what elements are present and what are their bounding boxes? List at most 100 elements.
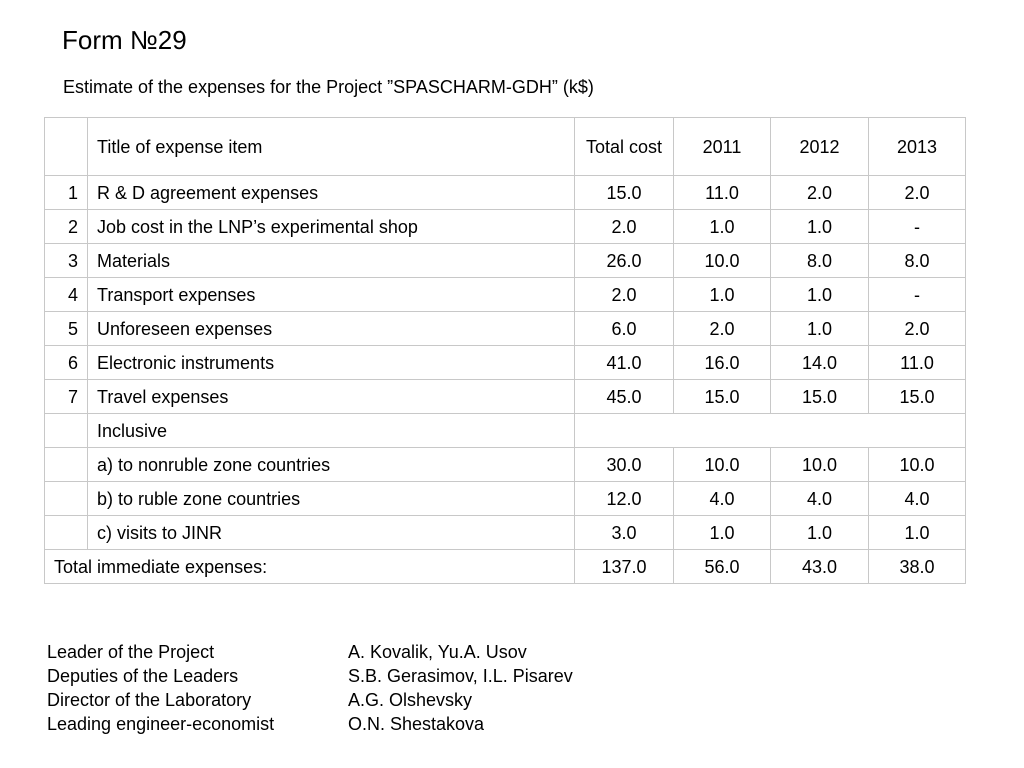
total-2012: 43.0 (770, 549, 869, 584)
row-num: 2 (44, 209, 88, 244)
row-total: 12.0 (574, 481, 674, 516)
row-2012: 15.0 (770, 379, 869, 414)
header-title: Title of expense item (87, 117, 575, 176)
table-header-row: Title of expense item Total cost 2011 20… (44, 117, 966, 176)
signature-row: Deputies of the Leaders S.B. Gerasimov, … (47, 664, 573, 688)
row-2011: 10.0 (673, 243, 771, 278)
row-2011: 16.0 (673, 345, 771, 380)
row-2013: - (868, 277, 966, 312)
header-2013: 2013 (868, 117, 966, 176)
total-2011: 56.0 (673, 549, 771, 584)
row-2011: 1.0 (673, 277, 771, 312)
total-label: Total immediate expenses: (44, 549, 575, 584)
total-value: 137.0 (574, 549, 674, 584)
row-total: 26.0 (574, 243, 674, 278)
row-2011: 4.0 (673, 481, 771, 516)
row-title: Job cost in the LNP’s experimental shop (87, 209, 575, 244)
table-row: 1 R & D agreement expenses 15.0 11.0 2.0… (44, 175, 966, 210)
row-2013: 10.0 (868, 447, 966, 482)
row-title: Travel expenses (87, 379, 575, 414)
sub-row: c) visits to JINR 3.0 1.0 1.0 1.0 (44, 515, 966, 550)
signature-role: Leading engineer-economist (47, 714, 275, 734)
signature-row: Director of the Laboratory A.G. Olshevsk… (47, 688, 573, 712)
row-2013: 1.0 (868, 515, 966, 550)
row-2011: 1.0 (673, 515, 771, 550)
table-row: 5 Unforeseen expenses 6.0 2.0 1.0 2.0 (44, 311, 966, 346)
signature-row: Leader of the Project A. Kovalik, Yu.A. … (47, 640, 573, 664)
row-num: 5 (44, 311, 88, 346)
sub-row: a) to nonruble zone countries 30.0 10.0 … (44, 447, 966, 482)
row-2012: 8.0 (770, 243, 869, 278)
row-total: 41.0 (574, 345, 674, 380)
row-title: c) visits to JINR (87, 515, 575, 550)
row-num: 7 (44, 379, 88, 414)
row-num: 4 (44, 277, 88, 312)
row-2013: 2.0 (868, 311, 966, 346)
signature-role: Deputies of the Leaders (47, 666, 239, 686)
row-title: a) to nonruble zone countries (87, 447, 575, 482)
row-2012: 2.0 (770, 175, 869, 210)
table-row: 7 Travel expenses 45.0 15.0 15.0 15.0 (44, 379, 966, 414)
header-total: Total cost (574, 117, 674, 176)
row-num (44, 447, 88, 482)
row-2011: 11.0 (673, 175, 771, 210)
row-title: Transport expenses (87, 277, 575, 312)
row-2013: 2.0 (868, 175, 966, 210)
row-2012: 1.0 (770, 277, 869, 312)
row-total: 30.0 (574, 447, 674, 482)
table-row: 2 Job cost in the LNP’s experimental sho… (44, 209, 966, 244)
row-num: 3 (44, 243, 88, 278)
total-2013: 38.0 (868, 549, 966, 584)
row-num (44, 413, 88, 448)
row-total: 15.0 (574, 175, 674, 210)
signature-names: O.N. Shestakova (348, 714, 485, 734)
signature-role: Director of the Laboratory (47, 690, 252, 710)
row-total: 2.0 (574, 277, 674, 312)
inclusive-empty-cell (574, 413, 966, 448)
table-row: 3 Materials 26.0 10.0 8.0 8.0 (44, 243, 966, 278)
row-title: Electronic instruments (87, 345, 575, 380)
form-title: Form №29 (62, 25, 187, 55)
row-2011: 10.0 (673, 447, 771, 482)
row-2013: 11.0 (868, 345, 966, 380)
row-2011: 15.0 (673, 379, 771, 414)
row-2011: 1.0 (673, 209, 771, 244)
row-total: 6.0 (574, 311, 674, 346)
row-2012: 1.0 (770, 515, 869, 550)
row-2013: 8.0 (868, 243, 966, 278)
row-2012: 1.0 (770, 311, 869, 346)
header-num (44, 117, 88, 176)
row-total: 45.0 (574, 379, 674, 414)
row-total: 3.0 (574, 515, 674, 550)
row-title: Materials (87, 243, 575, 278)
row-num (44, 515, 88, 550)
row-title: b) to ruble zone countries (87, 481, 575, 516)
signatures-block: Leader of the Project A. Kovalik, Yu.A. … (47, 640, 573, 736)
table-row: 4 Transport expenses 2.0 1.0 1.0 - (44, 277, 966, 312)
row-2012: 14.0 (770, 345, 869, 380)
signature-row: Leading engineer-economist O.N. Shestako… (47, 712, 573, 736)
inclusive-row: Inclusive (44, 413, 966, 448)
row-2012: 10.0 (770, 447, 869, 482)
row-total: 2.0 (574, 209, 674, 244)
total-row: Total immediate expenses: 137.0 56.0 43.… (44, 549, 966, 584)
signature-names: A.G. Olshevsky (348, 690, 473, 710)
row-2013: 4.0 (868, 481, 966, 516)
signature-names: A. Kovalik, Yu.A. Usov (348, 642, 527, 662)
row-num: 1 (44, 175, 88, 210)
row-title: Unforeseen expenses (87, 311, 575, 346)
row-num: 6 (44, 345, 88, 380)
row-2012: 1.0 (770, 209, 869, 244)
table-row: 6 Electronic instruments 41.0 16.0 14.0 … (44, 345, 966, 380)
sub-row: b) to ruble zone countries 12.0 4.0 4.0 … (44, 481, 966, 516)
signature-names: S.B. Gerasimov, I.L. Pisarev (348, 666, 573, 686)
row-2013: - (868, 209, 966, 244)
row-num (44, 481, 88, 516)
inclusive-label: Inclusive (87, 413, 575, 448)
signature-role: Leader of the Project (47, 642, 215, 662)
header-2011: 2011 (673, 117, 771, 176)
row-2013: 15.0 (868, 379, 966, 414)
row-title: R & D agreement expenses (87, 175, 575, 210)
header-2012: 2012 (770, 117, 869, 176)
row-2012: 4.0 (770, 481, 869, 516)
